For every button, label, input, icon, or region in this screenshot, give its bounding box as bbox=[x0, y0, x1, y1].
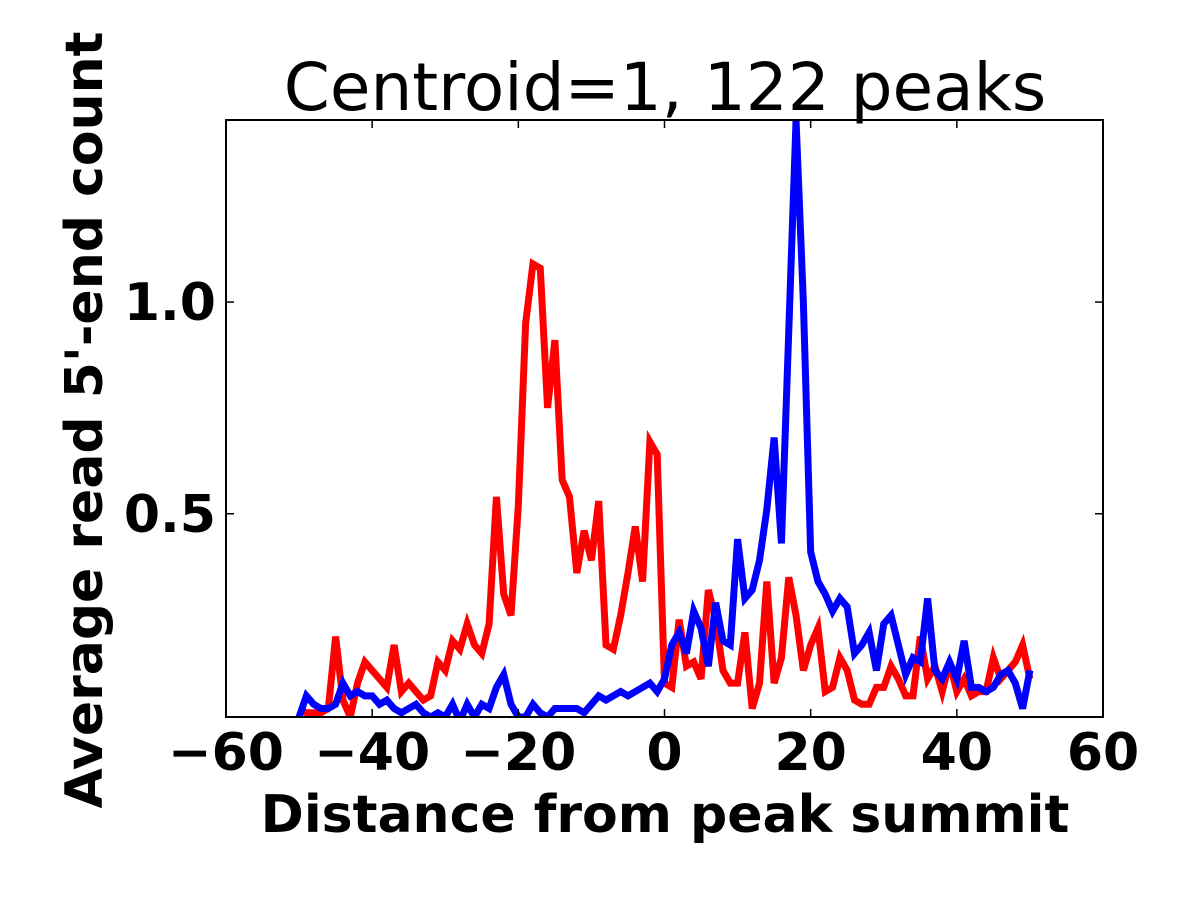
x-tick-label: −60 bbox=[168, 723, 284, 783]
x-tick-label: 40 bbox=[921, 723, 993, 783]
y-axis-label: Average read 5'-end count bbox=[55, 32, 115, 809]
x-axis-label: Distance from peak summit bbox=[261, 785, 1070, 845]
plot-area bbox=[295, 120, 1034, 717]
axis-ticks: −60 −40 −20 0 20 40 60 0.5 1.0 bbox=[124, 120, 1139, 783]
y-tick-label: 1.0 bbox=[124, 273, 216, 333]
y-tick-label: 0.5 bbox=[124, 485, 216, 545]
x-tick-label: −40 bbox=[314, 723, 430, 783]
chart-title: Centroid=1, 122 peaks bbox=[284, 49, 1046, 126]
x-tick-label: 20 bbox=[774, 723, 846, 783]
series-line-blue bbox=[295, 120, 1034, 717]
x-tick-label: 60 bbox=[1067, 723, 1139, 783]
x-tick-label: 0 bbox=[646, 723, 682, 783]
x-tick-label: −20 bbox=[460, 723, 576, 783]
